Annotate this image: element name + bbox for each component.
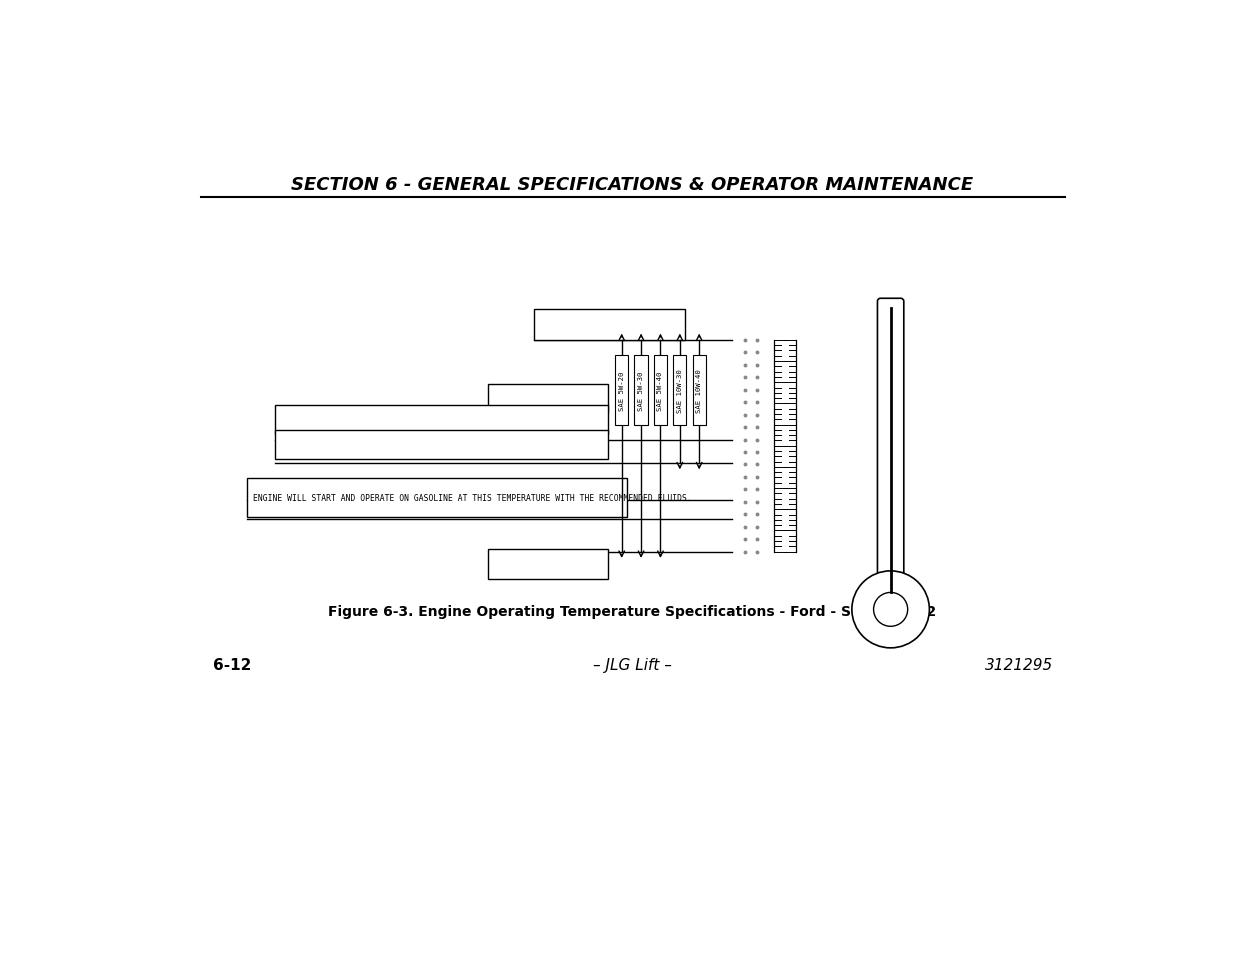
Text: ENGINE WILL START AND OPERATE ON GASOLINE AT THIS TEMPERATURE WITH THE RECOMMEND: ENGINE WILL START AND OPERATE ON GASOLIN…	[253, 494, 692, 502]
Text: SAE 10W-40: SAE 10W-40	[697, 369, 703, 413]
Bar	[615, 355, 629, 425]
Text: – JLG Lift –: – JLG Lift –	[593, 658, 672, 673]
Text: Figure 6-3. Engine Operating Temperature Specifications - Ford - Sheet 1 of 2: Figure 6-3. Engine Operating Temperature…	[329, 604, 936, 618]
Text: SAE 5W-30: SAE 5W-30	[638, 371, 645, 410]
FancyBboxPatch shape	[877, 299, 904, 613]
Bar	[653, 355, 667, 425]
Bar	[274, 431, 608, 459]
Bar	[693, 355, 705, 425]
Text: SECTION 6 - GENERAL SPECIFICATIONS & OPERATOR MAINTENANCE: SECTION 6 - GENERAL SPECIFICATIONS & OPE…	[291, 176, 973, 194]
Circle shape	[852, 571, 930, 648]
Text: SAE 10W-30: SAE 10W-30	[677, 369, 683, 413]
Bar	[673, 355, 687, 425]
Text: 3121295: 3121295	[986, 658, 1053, 673]
Bar	[488, 550, 608, 579]
Bar	[488, 384, 608, 414]
Circle shape	[873, 593, 908, 627]
Bar	[247, 479, 627, 517]
Bar	[274, 405, 608, 435]
Text: SAE 5W-20: SAE 5W-20	[619, 371, 625, 410]
Bar	[534, 310, 685, 340]
Text: SAE 5W-40: SAE 5W-40	[657, 371, 663, 410]
Bar	[635, 355, 647, 425]
Text: 6-12: 6-12	[212, 658, 251, 673]
